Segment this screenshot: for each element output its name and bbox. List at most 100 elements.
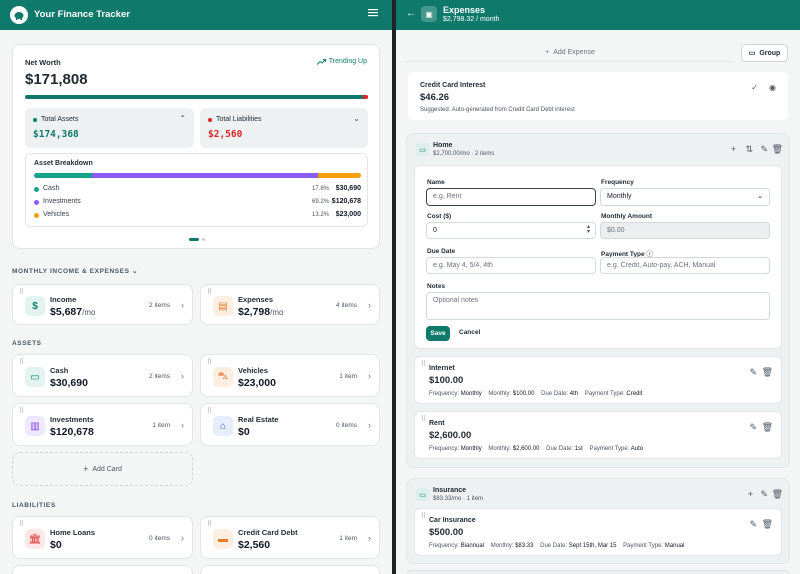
- menu-icon[interactable]: [368, 8, 378, 19]
- cancel-button[interactable]: Cancel: [459, 329, 481, 336]
- trash-icon[interactable]: 🗑: [771, 144, 783, 154]
- item-amount: $2,600.00: [429, 430, 472, 441]
- expenses-card[interactable]: ⠿ ▤ Expenses $2,798/mo 4 items ›: [200, 284, 380, 325]
- chevron-up-icon[interactable]: ⌃: [179, 114, 186, 123]
- credit-card-debt-amount: $2,560: [238, 539, 271, 551]
- partial-card[interactable]: [12, 565, 193, 574]
- partial-group: [406, 570, 790, 574]
- expense-item-car-insurance[interactable]: ⠿ Car Insurance $500.00 Frequency: Biann…: [414, 508, 782, 556]
- plus-icon[interactable]: +: [747, 489, 753, 499]
- drag-handle-icon[interactable]: ⠿: [19, 289, 25, 296]
- trending-up-icon: [316, 58, 326, 65]
- chevron-right-icon[interactable]: ›: [368, 371, 371, 381]
- chevron-right-icon[interactable]: ›: [181, 371, 184, 381]
- pencil-icon[interactable]: ✎: [749, 519, 757, 529]
- plus-icon: +: [83, 464, 89, 474]
- chevron-right-icon[interactable]: ›: [368, 420, 371, 430]
- chevron-right-icon[interactable]: ›: [181, 300, 184, 310]
- name-input[interactable]: e.g. Rent: [426, 188, 596, 206]
- carousel-dot[interactable]: [202, 238, 205, 241]
- total-assets-tile[interactable]: Total Assets ⌃ $174,368: [25, 108, 194, 148]
- drag-handle-icon[interactable]: ⠿: [421, 361, 427, 368]
- asset-breakdown-list: Cash 17.8% $30,690 Investments 69.2% $120,678…: [34, 184, 361, 223]
- plus-icon[interactable]: +: [730, 144, 736, 154]
- expense-item-rent[interactable]: ⠿ Rent $2,600.00 Frequency: Monthly Mont…: [414, 411, 782, 459]
- sort-icon[interactable]: ⇅: [745, 144, 753, 154]
- item-meta: Frequency: Monthly Monthly: $100.00 Due …: [429, 391, 643, 397]
- chevron-down-icon[interactable]: ⌄: [353, 114, 360, 123]
- trash-icon[interactable]: 🗑: [771, 489, 783, 499]
- save-button[interactable]: Save: [426, 326, 450, 341]
- assets-dot: [33, 118, 37, 122]
- trash-icon[interactable]: 🗑: [761, 422, 773, 432]
- chevron-right-icon[interactable]: ›: [181, 420, 184, 430]
- payment-type-input[interactable]: e.g. Credit, Auto-pay, ACH, Manual: [600, 257, 770, 274]
- pencil-icon[interactable]: ✎: [749, 367, 757, 377]
- drag-handle-icon[interactable]: ⠿: [421, 416, 427, 423]
- expenses-title: Expenses: [443, 5, 486, 15]
- drag-handle-icon[interactable]: ⠿: [207, 408, 213, 415]
- pencil-icon[interactable]: ✎: [749, 422, 757, 432]
- wallet-icon: ▣: [421, 6, 437, 22]
- legend-dot: [34, 200, 39, 205]
- trend-label: Trending Up: [328, 58, 367, 65]
- due-date-input[interactable]: e.g. May 4, 5/4, 4th: [426, 257, 596, 274]
- trash-icon[interactable]: 🗑: [761, 519, 773, 529]
- app-header: Your Finance Tracker: [0, 0, 392, 30]
- breakdown-segment-vehicles: [318, 173, 361, 178]
- chevron-right-icon[interactable]: ›: [368, 300, 371, 310]
- expenses-header: ← ▣ Expenses $2,798.32 / month: [396, 0, 800, 30]
- frequency-select[interactable]: Monthly ⌄: [600, 188, 770, 206]
- drag-handle-icon[interactable]: ⠿: [19, 359, 25, 366]
- monthly-section-label[interactable]: MONTHLY INCOME & EXPENSES ⌄: [12, 268, 139, 275]
- drag-handle-icon[interactable]: ⠿: [421, 513, 427, 520]
- partial-card[interactable]: [200, 565, 380, 574]
- item-title: Car Insurance: [429, 517, 476, 524]
- expense-item-internet[interactable]: ⠿ Internet $100.00 Frequency: Monthly Mo…: [414, 356, 782, 404]
- cash-title: Cash: [50, 366, 69, 375]
- add-card-button[interactable]: + Add Card: [12, 452, 193, 486]
- total-liabilities-tile[interactable]: Total Liabilities ⌄ $2,560: [200, 108, 368, 148]
- home-loans-card[interactable]: ⠿ 🏛 Home Loans $0 0 items ›: [12, 516, 193, 559]
- cost-input[interactable]: 0 ▴ ▾: [426, 222, 596, 239]
- real-estate-card[interactable]: ⠿ ⌂ Real Estate $0 0 items ›: [200, 403, 380, 446]
- group-button[interactable]: ▭ Group: [741, 44, 788, 62]
- breakdown-row: Cash 17.8% $30,690: [34, 184, 361, 197]
- income-card[interactable]: ⠿ $ Income $5,687/mo 2 items ›: [12, 284, 193, 325]
- cash-card[interactable]: ⠿ ▭ Cash $30,690 2 items ›: [12, 354, 193, 397]
- name-label: Name: [427, 179, 445, 186]
- check-icon[interactable]: ✓: [751, 83, 758, 92]
- vehicles-card[interactable]: ⠿ ⛍ Vehicles $23,000 1 item ›: [200, 354, 380, 397]
- total-liabilities-value: $2,560: [208, 129, 243, 140]
- add-expense-form: Name e.g. Rent Frequency Monthly ⌄ Cost …: [414, 165, 782, 349]
- payment-type-label: Payment Type ⓘ: [601, 251, 653, 258]
- income-amount: $5,687/mo: [50, 306, 96, 318]
- home-loans-count: 0 items: [149, 535, 170, 542]
- add-expense-button[interactable]: + Add Expense: [406, 44, 734, 62]
- eye-icon[interactable]: ◉: [769, 83, 776, 92]
- carousel-dot-active[interactable]: [189, 238, 199, 241]
- notes-textarea[interactable]: Optional notes: [426, 292, 770, 320]
- breakdown-segment-cash: [34, 173, 93, 178]
- drag-handle-icon[interactable]: ⠿: [207, 359, 213, 366]
- drag-handle-icon[interactable]: ⠿: [207, 521, 213, 528]
- chevron-right-icon[interactable]: ›: [368, 533, 371, 543]
- credit-card-debt-card[interactable]: ⠿ ▬ Credit Card Debt $2,560 1 item ›: [200, 516, 380, 559]
- back-arrow-icon[interactable]: ←: [406, 8, 416, 19]
- info-icon[interactable]: ⓘ: [646, 251, 653, 258]
- investments-card[interactable]: ⠿ ▥ Investments $120,678 1 item ›: [12, 403, 193, 446]
- drag-handle-icon[interactable]: ⠿: [207, 289, 213, 296]
- drag-handle-icon[interactable]: ⠿: [19, 408, 25, 415]
- drag-handle-icon[interactable]: ⠿: [19, 521, 25, 528]
- due-date-label: Due Date: [427, 248, 456, 255]
- stepper-icon[interactable]: ▴ ▾: [586, 224, 590, 235]
- pencil-icon[interactable]: ✎: [760, 144, 768, 154]
- expenses-title: Expenses: [238, 295, 274, 304]
- chevron-right-icon[interactable]: ›: [181, 533, 184, 543]
- pencil-icon[interactable]: ✎: [760, 489, 768, 499]
- cost-label: Cost ($): [427, 213, 452, 220]
- trash-icon[interactable]: 🗑: [761, 367, 773, 377]
- vehicles-title: Vehicles: [238, 366, 269, 375]
- breakdown-value: $120,678: [331, 198, 361, 205]
- frequency-label: Frequency: [601, 179, 634, 186]
